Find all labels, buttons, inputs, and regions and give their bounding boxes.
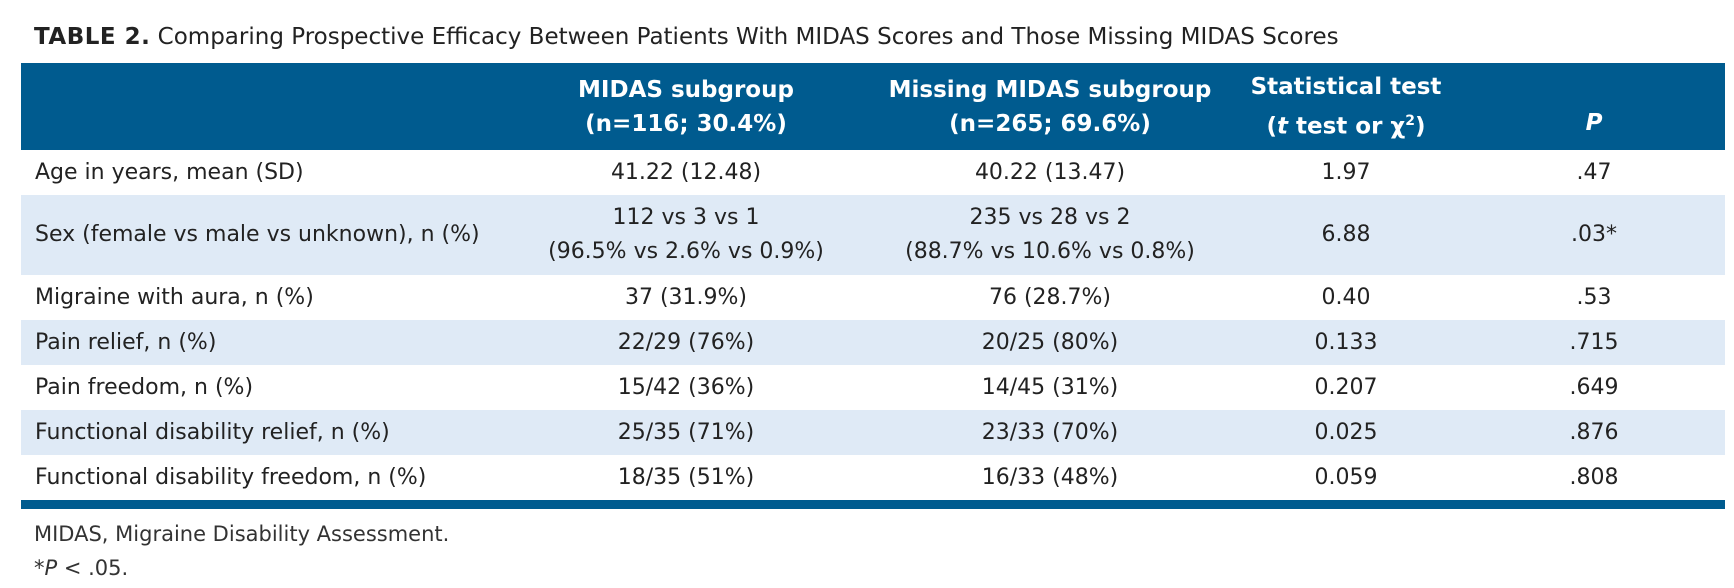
table-row: Pain relief, n (%) 22/29 (76%) 20/25 (80… [21, 319, 1725, 365]
missing-value: 23/33 (70%) [871, 409, 1229, 455]
stat-value: 6.88 [1229, 194, 1463, 275]
row-label: Migraine with aura, n (%) [35, 284, 314, 310]
p-value: .715 [1463, 319, 1725, 365]
missing-value: 14/45 (31%) [981, 374, 1119, 400]
stat-value: 0.025 [1229, 409, 1463, 455]
row-label: Pain relief, n (%) [21, 319, 501, 365]
header-missing-midas-subgroup: Missing MIDAS subgroup (n=265; 69.6%) [871, 63, 1229, 150]
p-value: .649 [1569, 374, 1619, 400]
midas-value: 25/35 (71%) [501, 409, 871, 455]
midas-value: 22/29 (76%) [501, 319, 871, 365]
stat-value: 0.40 [1321, 284, 1371, 310]
midas-value: 15/42 (36%) [617, 374, 755, 400]
stat-value: 0.133 [1229, 319, 1463, 365]
missing-value: 16/33 (48%) [981, 464, 1119, 490]
row-label: Sex (female vs male vs unknown), n (%) [21, 194, 501, 275]
row-label: Functional disability relief, n (%) [21, 409, 501, 455]
table-row: Functional disability relief, n (%) 25/3… [21, 409, 1725, 455]
p-value: .47 [1576, 159, 1612, 185]
stat-value: 0.059 [1314, 464, 1378, 490]
table-row: Sex (female vs male vs unknown), n (%) 1… [21, 194, 1725, 275]
row-label: Pain freedom, n (%) [35, 374, 254, 400]
p-value: .808 [1569, 464, 1619, 490]
midas-value: 18/35 (51%) [617, 464, 755, 490]
table-number: TABLE 2. [34, 24, 151, 50]
table-row: Functional disability freedom, n (%) 18/… [21, 455, 1725, 500]
missing-value: 235 vs 28 vs 2 (88.7% vs 10.6% vs 0.8%) [871, 194, 1229, 275]
footnote-abbreviation: MIDAS, Migraine Disability Assessment. [34, 522, 450, 546]
table-bottom-rule [21, 500, 1725, 509]
missing-value: 20/25 (80%) [871, 319, 1229, 365]
midas-value: 37 (31.9%) [624, 284, 748, 310]
p-value: .03* [1463, 194, 1725, 275]
results-table: MIDAS subgroup (n=116; 30.4%) Missing MI… [21, 63, 1725, 500]
missing-value: 40.22 (13.47) [974, 159, 1126, 185]
row-label: Age in years, mean (SD) [35, 159, 304, 185]
stat-value: 1.97 [1321, 159, 1371, 185]
p-value: .53 [1576, 284, 1612, 310]
header-midas-subgroup: MIDAS subgroup (n=116; 30.4%) [501, 63, 871, 150]
table-row: Pain freedom, n (%) 15/42 (36%) 14/45 (3… [21, 365, 1725, 410]
missing-value: 76 (28.7%) [988, 284, 1112, 310]
stat-value: 0.207 [1314, 374, 1378, 400]
row-label: Functional disability freedom, n (%) [35, 464, 427, 490]
midas-value: 112 vs 3 vs 1 (96.5% vs 2.6% vs 0.9%) [501, 194, 871, 275]
table-title: Comparing Prospective Efficacy Between P… [157, 24, 1339, 50]
header-blank [21, 63, 501, 150]
header-row: MIDAS subgroup (n=116; 30.4%) Missing MI… [21, 63, 1725, 150]
header-statistical-test: Statistical test (t test or χ2) [1229, 63, 1463, 150]
table-caption: TABLE 2. Comparing Prospective Efficacy … [34, 24, 1339, 50]
footnote-significance: *P < .05. [34, 556, 129, 580]
midas-value: 41.22 (12.48) [610, 159, 762, 185]
table-row: Age in years, mean (SD) 41.22 (12.48) 40… [21, 150, 1725, 195]
header-p-value: P [1463, 63, 1725, 150]
p-value: .876 [1463, 409, 1725, 455]
table-row: Migraine with aura, n (%) 37 (31.9%) 76 … [21, 275, 1725, 320]
